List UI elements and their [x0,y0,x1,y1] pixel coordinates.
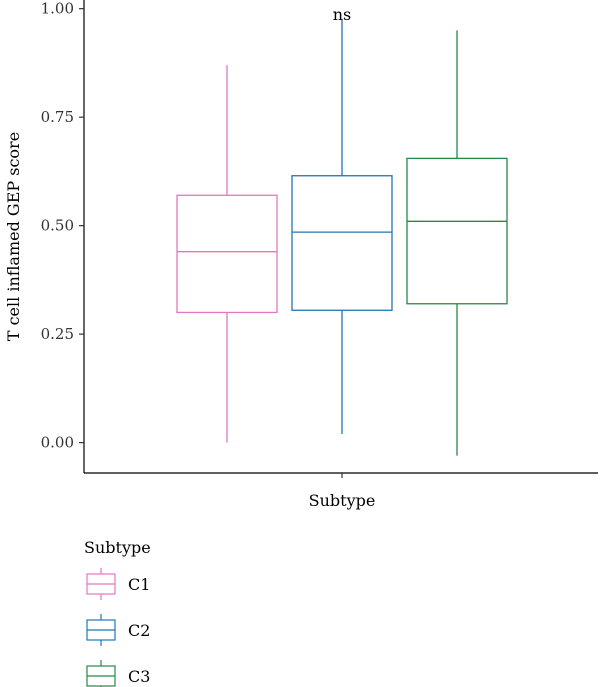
y-tick-label: 0.75 [41,108,74,126]
box-iqr [177,195,277,312]
y-tick-label: 0.25 [41,325,74,343]
legend-label: C2 [128,621,150,640]
box-iqr [407,158,507,303]
box-c2 [292,20,392,434]
y-tick-label: 0.50 [41,217,74,235]
box-c1 [177,65,277,443]
box-iqr [292,176,392,311]
legend-label: C1 [128,575,150,594]
x-axis-title: Subtype [309,491,376,510]
legend-key-c1: C1 [87,568,150,600]
legend-label: C3 [128,667,150,686]
legend-key-c3: C3 [87,660,150,687]
legend-title: Subtype [84,538,151,557]
legend-key-c2: C2 [87,614,150,646]
y-tick-label: 1.00 [41,0,74,18]
y-axis-title: T cell inflamed GEP score [4,132,23,341]
box-c3 [407,30,507,455]
y-tick-label: 0.00 [41,434,74,452]
boxes [177,20,507,456]
significance-annotation: ns [333,5,352,24]
axes: 0.00 0.25 0.50 0.75 1.00 [41,0,598,478]
legend: Subtype C1 C2 C3 [84,538,151,687]
